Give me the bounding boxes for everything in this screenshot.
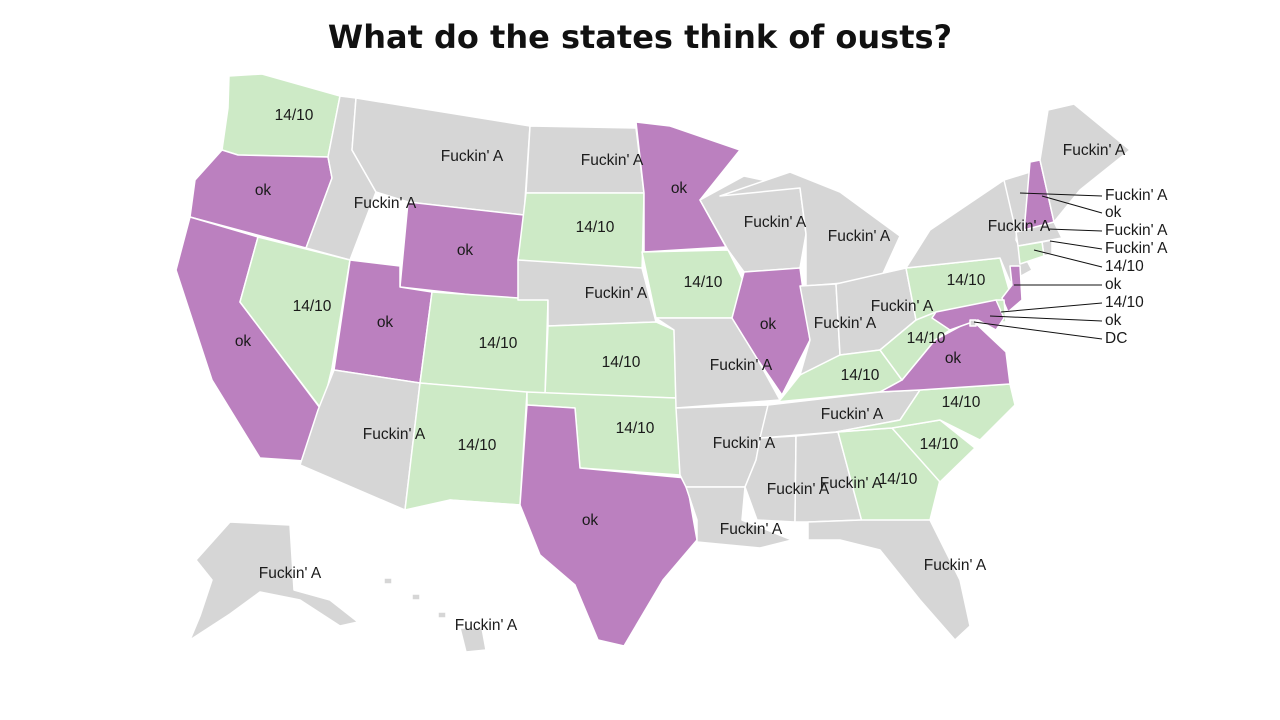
label-iowa: 14/10: [684, 274, 723, 291]
callout-new-hampshire: ok: [1105, 204, 1122, 221]
leader-massachusetts: [1047, 228, 1103, 232]
label-maine: Fuckin' A: [1063, 142, 1126, 159]
state-illinois[interactable]: [731, 267, 811, 396]
state-labels: 14/10 ok ok Fuckin' A 14/10 Fuckin' A ok…: [235, 107, 1126, 634]
label-new-mexico: 14/10: [458, 437, 497, 454]
label-georgia: 14/10: [879, 471, 918, 488]
label-virginia: ok: [945, 350, 962, 367]
callout-maryland: ok: [1105, 312, 1122, 329]
label-oklahoma: 14/10: [616, 420, 655, 437]
label-utah: ok: [377, 314, 394, 331]
leader-new-hampshire: [1041, 195, 1103, 214]
label-ohio: Fuckin' A: [871, 298, 934, 315]
leader-vermont: [1019, 192, 1103, 197]
label-nevada: 14/10: [293, 298, 332, 315]
callout-connecticut: 14/10: [1105, 258, 1144, 275]
state-louisiana[interactable]: [685, 486, 793, 549]
map-title: What do the states think of ousts?: [327, 18, 953, 56]
state-alaska[interactable]: [189, 521, 359, 641]
label-pennsylvania: 14/10: [947, 272, 986, 289]
label-texas: ok: [582, 512, 599, 529]
callout-vermont: Fuckin' A: [1105, 187, 1168, 204]
label-nebraska: Fuckin' A: [585, 285, 648, 302]
callout-rhode-island: Fuckin' A: [1105, 240, 1168, 257]
state-new-york[interactable]: [905, 179, 1033, 283]
state-dc[interactable]: [969, 319, 977, 327]
label-kentucky: 14/10: [841, 367, 880, 384]
label-south-dakota: 14/10: [576, 219, 615, 236]
label-minnesota: ok: [671, 180, 688, 197]
state-florida[interactable]: [807, 519, 971, 641]
label-new-york: Fuckin' A: [988, 218, 1051, 235]
label-michigan: Fuckin' A: [828, 228, 891, 245]
label-alaska: Fuckin' A: [259, 565, 322, 582]
label-north-dakota: Fuckin' A: [581, 152, 644, 169]
callout-massachusetts: Fuckin' A: [1105, 222, 1168, 239]
state-maryland[interactable]: [931, 299, 1005, 331]
label-oregon: ok: [255, 182, 272, 199]
label-florida: Fuckin' A: [924, 557, 987, 574]
label-north-carolina: 14/10: [942, 394, 981, 411]
label-mississippi: Fuckin' A: [767, 481, 830, 498]
label-tennessee: Fuckin' A: [821, 406, 884, 423]
leader-rhode-island: [1049, 240, 1103, 250]
label-hawaii: Fuckin' A: [455, 617, 518, 634]
label-alabama: Fuckin' A: [820, 475, 883, 492]
state-wisconsin[interactable]: [699, 175, 807, 273]
label-washington: 14/10: [275, 107, 314, 124]
state-hawaii[interactable]: [383, 577, 487, 653]
state-arizona[interactable]: [299, 369, 421, 511]
leader-maryland: [989, 315, 1103, 322]
callout-new-jersey: ok: [1105, 276, 1122, 293]
state-new-jersey[interactable]: [1001, 265, 1023, 313]
label-louisiana: Fuckin' A: [720, 521, 783, 538]
label-illinois: ok: [760, 316, 777, 333]
leader-connecticut: [1033, 249, 1103, 268]
label-arizona: Fuckin' A: [363, 426, 426, 443]
callout-dc: DC: [1105, 330, 1127, 347]
label-indiana: Fuckin' A: [814, 315, 877, 332]
state-connecticut[interactable]: [1017, 241, 1045, 265]
label-arkansas: Fuckin' A: [713, 435, 776, 452]
northeast-callouts: Fuckin' A ok Fuckin' A Fuckin' A 14/10 o…: [973, 187, 1168, 347]
label-wisconsin: Fuckin' A: [744, 214, 807, 231]
leader-delaware: [1000, 302, 1103, 313]
state-shapes: [175, 73, 1131, 653]
label-south-carolina: 14/10: [920, 436, 959, 453]
label-kansas: 14/10: [602, 354, 641, 371]
leader-dc: [973, 321, 1103, 340]
label-wyoming: ok: [457, 242, 474, 259]
label-california: ok: [235, 333, 252, 350]
label-west-virginia: 14/10: [907, 330, 946, 347]
label-colorado: 14/10: [479, 335, 518, 352]
label-montana: Fuckin' A: [441, 148, 504, 165]
label-missouri: Fuckin' A: [710, 357, 773, 374]
callout-delaware: 14/10: [1105, 294, 1144, 311]
label-idaho: Fuckin' A: [354, 195, 417, 212]
